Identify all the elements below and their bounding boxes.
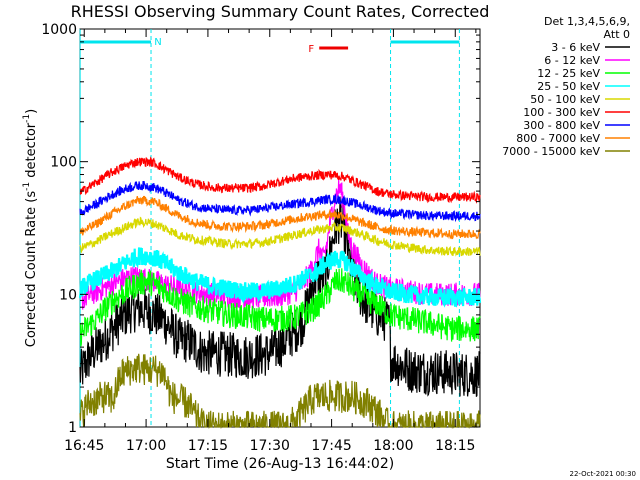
- legend-item-label: 7000 - 15000 keV: [502, 145, 600, 158]
- legend-header-detectors: Det 1,3,4,5,6,9,: [544, 15, 630, 28]
- count-rate-series: [78, 156, 482, 430]
- plot-area: 16:45 17:00 17:15 17:30 17:45 18:00 18:15 1 10 10…: [41, 22, 482, 454]
- legend-header-attenuator: Att 0: [604, 28, 630, 41]
- series-line-25-50-kev: [78, 247, 482, 308]
- legend-item-label: 12 - 25 keV: [537, 67, 600, 80]
- series-line-12-25-kev: [79, 268, 481, 347]
- legend-item-label: 300 - 800 keV: [523, 119, 600, 132]
- y-tick-label: 10: [59, 287, 77, 303]
- x-axis-label: Start Time (26-Aug-13 16:44:02): [166, 456, 394, 472]
- annotation-labels: NF: [154, 37, 314, 55]
- series-line-50-100-kev: [79, 216, 481, 257]
- y-axis-label-sup2: -1: [22, 114, 32, 123]
- y-tick-label: 1: [68, 420, 77, 436]
- flare-label: F: [308, 44, 314, 55]
- legend-item-label: 25 - 50 keV: [537, 80, 600, 93]
- x-tick-label: 16:45: [64, 438, 104, 454]
- y-tick-label: 1000: [41, 22, 77, 38]
- chart-title: RHESSI Observing Summary Count Rates, Co…: [71, 2, 490, 21]
- y-axis-label-sup1: -1: [22, 182, 32, 191]
- series-line-100-300-kev: [79, 156, 481, 204]
- x-tick-label: 17:45: [311, 438, 351, 454]
- legend-item-label: 6 - 12 keV: [544, 54, 600, 67]
- legend-item-label: 100 - 300 keV: [523, 106, 600, 119]
- series-line-3-6-kev: [79, 196, 481, 397]
- y-axis-label-main: Corrected Count Rate (s: [24, 191, 39, 348]
- legend-item-label: 3 - 6 keV: [551, 41, 600, 54]
- series-line-300-800-kev: [79, 181, 481, 223]
- series-line-800-7000-kev: [79, 195, 481, 240]
- x-tick-label: 18:15: [435, 438, 475, 454]
- y-axis-label: Corrected Count Rate (s-1 detector-1): [22, 109, 39, 347]
- legend-item-label: 50 - 100 keV: [530, 93, 600, 106]
- axis-ticks: 16:45 17:00 17:15 17:30 17:45 18:00 18:15 1 10 10…: [41, 22, 480, 454]
- x-tick-label: 17:00: [126, 438, 166, 454]
- date-stamp: 22-Oct-2021 00:30: [570, 470, 636, 478]
- x-tick-label: 17:30: [250, 438, 290, 454]
- x-tick-label: 17:15: [188, 438, 228, 454]
- legend-item-label: 800 - 7000 keV: [516, 132, 600, 145]
- night-label: N: [154, 37, 161, 48]
- y-axis-label-mid: detector: [24, 122, 39, 182]
- y-tick-label: 100: [50, 155, 77, 171]
- y-axis-label-end: ): [24, 109, 39, 114]
- x-tick-label: 18:00: [373, 438, 413, 454]
- series-line-7000-15000-kev: [79, 353, 481, 430]
